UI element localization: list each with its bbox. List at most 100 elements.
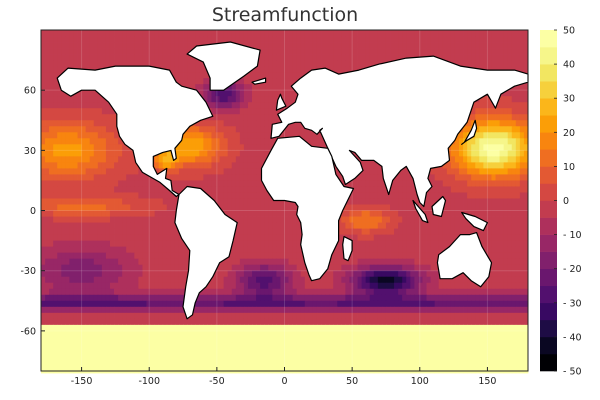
field-cell: [357, 270, 363, 278]
field-cell: [519, 144, 525, 151]
field-cell: [138, 36, 143, 43]
field-cell: [515, 216, 521, 223]
field-cell: [515, 48, 521, 55]
field-cell: [126, 54, 131, 61]
field-cell: [438, 216, 444, 223]
field-cell: [373, 48, 379, 55]
field-cell: [353, 228, 358, 235]
field-cell: [81, 126, 87, 133]
field-cell: [57, 84, 62, 91]
field-cell: [215, 138, 220, 145]
field-cell: [69, 210, 74, 217]
field-cell: [256, 222, 261, 229]
field-cell: [381, 258, 387, 266]
field-cell: [57, 180, 62, 187]
field-cell: [203, 180, 208, 187]
field-cell: [154, 54, 160, 61]
field-cell: [519, 90, 525, 97]
field-cell: [418, 36, 423, 43]
field-cell: [69, 30, 74, 37]
field-cell: [479, 186, 484, 193]
field-cell: [410, 222, 415, 229]
field-cell: [430, 42, 436, 49]
field-cell: [247, 210, 253, 217]
field-cell: [239, 132, 245, 139]
field-cell: [418, 228, 423, 235]
field-cell: [475, 174, 480, 181]
field-cell: [243, 102, 249, 109]
field-cell: [77, 270, 82, 278]
field-cell: [45, 210, 50, 217]
field-cell: [126, 186, 131, 193]
field-cell: [215, 270, 220, 278]
field-cell: [166, 42, 172, 49]
field-cell: [430, 270, 436, 278]
field-cell: [292, 126, 298, 133]
field-cell: [158, 36, 164, 43]
field-cell: [158, 264, 164, 272]
field-cell: [475, 132, 480, 139]
field-cell: [170, 162, 176, 169]
field-cell: [463, 174, 468, 181]
field-cell: [523, 144, 529, 151]
field-cell: [41, 186, 46, 193]
field-cell: [235, 102, 241, 109]
field-cell: [511, 192, 517, 199]
field-cell: [345, 228, 350, 235]
field-cell: [491, 108, 496, 115]
field-cell: [361, 36, 367, 43]
field-cell: [361, 216, 367, 223]
field-cell: [207, 180, 212, 187]
field-cell: [503, 174, 509, 181]
field-cell: [491, 192, 496, 199]
field-cell: [329, 258, 334, 266]
field-cell: [89, 114, 95, 121]
field-cell: [345, 270, 350, 278]
field-cell: [321, 42, 326, 49]
field-cell: [109, 162, 115, 169]
field-cell: [154, 186, 160, 193]
field-cell: [162, 228, 168, 235]
field-cell: [365, 198, 371, 205]
field-cell: [243, 72, 249, 79]
field-cell: [312, 60, 318, 67]
field-cell: [467, 162, 472, 169]
field-cell: [479, 156, 484, 163]
field-cell: [130, 264, 135, 272]
field-cell: [487, 228, 492, 235]
field-cell: [61, 216, 66, 223]
field-cell: [402, 30, 407, 37]
field-cell: [264, 252, 269, 260]
field-cell: [414, 246, 419, 254]
field-cell: [276, 270, 281, 278]
field-cell: [243, 126, 249, 133]
field-cell: [138, 216, 143, 223]
field-cell: [410, 30, 415, 37]
field-cell: [418, 270, 423, 278]
field-cell: [442, 30, 448, 37]
field-cell: [442, 210, 448, 217]
field-cell: [219, 138, 225, 145]
field-cell: [487, 252, 492, 260]
field-cell: [93, 204, 99, 211]
field-cell: [284, 48, 289, 55]
field-cell: [170, 66, 176, 73]
field-cell: [475, 48, 480, 55]
field-cell: [114, 252, 119, 260]
field-cell: [329, 270, 334, 278]
field-cell: [296, 270, 302, 278]
field-cell: [426, 48, 431, 55]
field-cell: [122, 36, 127, 43]
field-cell: [398, 246, 403, 254]
field-cell: [231, 120, 237, 127]
field-cell: [97, 186, 103, 193]
field-cell: [89, 186, 95, 193]
field-cell: [219, 126, 225, 133]
field-cell: [390, 216, 395, 223]
field-cell: [211, 144, 216, 151]
field-cell: [272, 30, 277, 37]
field-cell: [402, 198, 407, 205]
field-cell: [523, 198, 529, 205]
field-cell: [507, 42, 513, 49]
field-cell: [523, 150, 529, 157]
